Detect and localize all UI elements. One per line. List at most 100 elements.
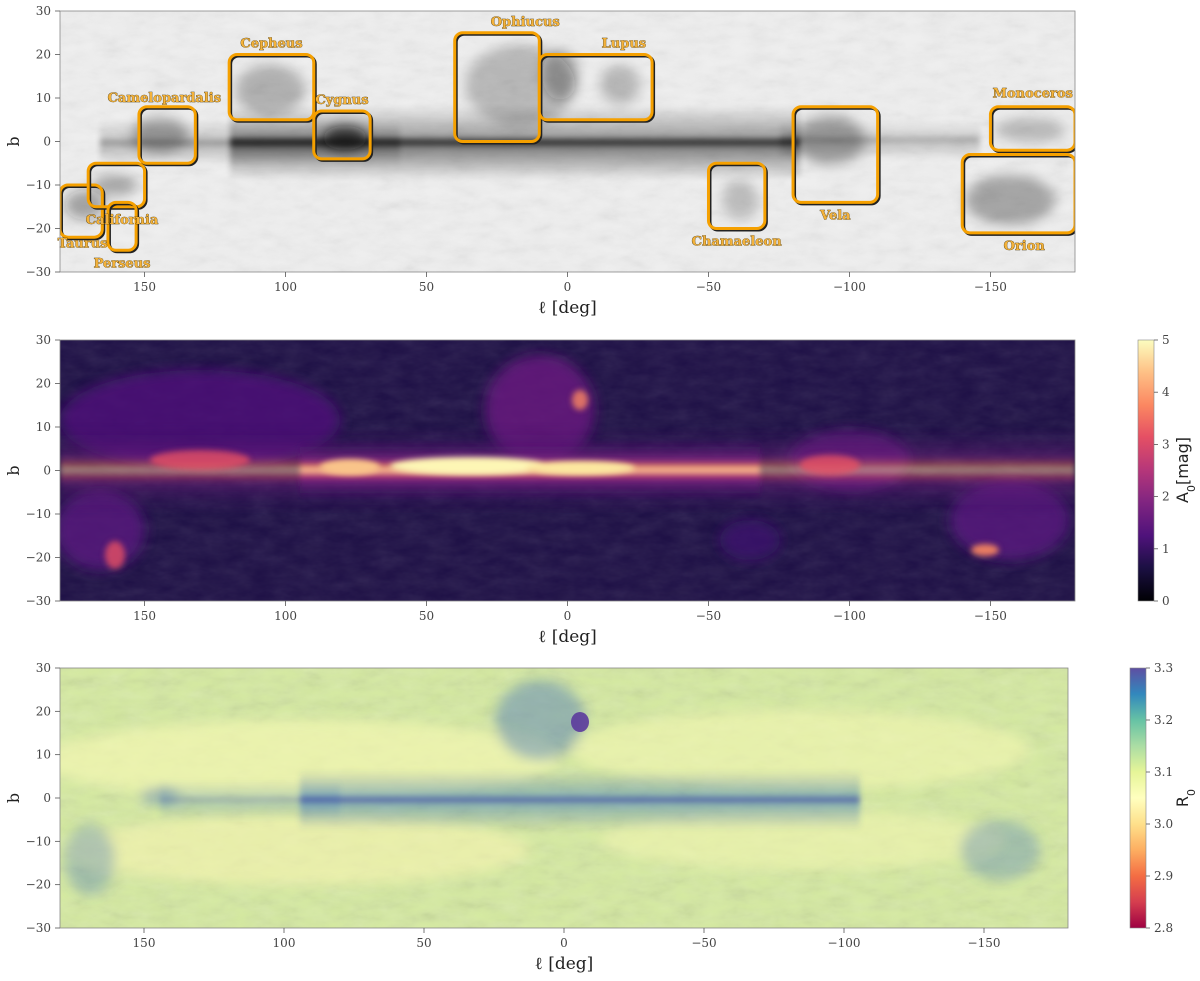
dust-map-panel: Taurus California Perseus Camelopardalis Cep… [4,4,1076,318]
region-boxes [60,31,1075,254]
x-tick-label: −100 [828,936,861,950]
y-tick-label: 30 [36,333,51,347]
region-label-taurus: Taurus [58,237,108,252]
colorbar-tick-label: 4 [1162,385,1170,399]
region-box-vela [791,105,880,204]
x-tick-label: 100 [274,280,297,294]
x-tick-label: 50 [419,280,434,294]
x-tick-label: −50 [696,280,721,294]
x-tick-label: 150 [133,280,156,294]
region-box-cepheus [227,53,316,122]
region-box-taurus [60,183,104,239]
region-labels-outside: Taurus California Perseus Camelopardalis Cep… [57,15,1073,272]
x-tick-label: 150 [133,609,156,623]
y-tick-label: −10 [26,507,51,521]
region-label-ophiucus: Ophiucus [491,15,560,30]
y-tick-label: 0 [43,135,51,149]
y-tick-label: 20 [36,704,51,718]
x-tick-label: −150 [968,936,1001,950]
y-tick-label: 10 [36,748,51,762]
x-tick-label: 50 [419,609,434,623]
x-tick-label: −150 [974,609,1007,623]
region-label-cepheus: Cepheus [240,37,302,52]
region-label-lupus: Lupus [602,37,646,52]
region-box-cygnus [312,109,372,161]
colorbar-tick-label: 2 [1162,490,1170,504]
x-tick-label: 100 [273,936,296,950]
y-tick-label: −30 [26,265,51,279]
x-axis-label: ℓ [deg] [538,627,597,647]
y-axis-label: b [4,136,23,146]
colorbar-tick-label: 3.0 [1154,817,1173,831]
colorbar-label: A0[mag] [1173,437,1198,503]
colorbar-label: R0 [1173,789,1198,807]
region-box-lupus [537,53,654,122]
y-tick-label: −10 [26,834,51,848]
colorbar-tick-label: 3 [1162,437,1170,451]
y-tick-label: 10 [36,91,51,105]
y-axis-label: b [4,465,23,475]
x-tick-label: −50 [696,609,721,623]
colorbar-tick-label: 3.2 [1154,713,1173,727]
y-axis-label: b [4,793,23,803]
region-box-chamaeleon [706,161,767,230]
x-tick-label: 150 [133,936,156,950]
region-label-monoceros: Monoceros [993,87,1073,102]
x-axis-label: ℓ [deg] [538,298,597,318]
x-tick-label: 0 [564,280,572,294]
region-label-cygnus: Cygnus [315,93,368,108]
region-box-perseus [106,200,138,252]
colorbar-tick-label: 5 [1162,333,1170,347]
y-tick-label: 30 [36,661,51,675]
y-tick-label: 30 [36,4,51,18]
y-tick-label: −20 [26,878,51,892]
a0-colorbar: 5 4 3 2 1 0 A0[mag] [1137,333,1198,608]
a0-map-image [60,340,1075,601]
region-label-camelopardalis: Camelopardalis [108,91,221,106]
region-box-california [86,161,147,209]
colorbar-tick-label: 3.1 [1154,765,1173,779]
colorbar-gradient [1137,339,1155,602]
x-tick-label: 0 [560,936,568,950]
colorbar-gradient [1129,667,1147,929]
x-tick-label: 0 [564,609,572,623]
x-tick-label: −150 [974,280,1007,294]
y-tick-label: −20 [26,551,51,565]
region-box-orion [960,153,1075,235]
region-label-chamaeleon: Chamaeleon [692,235,783,250]
region-box-monoceros [988,105,1075,152]
x-tick-label: −100 [833,609,866,623]
y-tick-label: 10 [36,420,51,434]
x-tick-label: 100 [274,609,297,623]
region-label-california: California [86,213,159,228]
colorbar-tick-label: 1 [1162,542,1170,556]
x-axis-label: ℓ [deg] [535,954,594,974]
colorbar-tick-label: 3.3 [1154,661,1173,675]
dust-map-image [60,11,1075,272]
region-label-vela: Vela [819,208,851,223]
y-tick-label: 0 [43,464,51,478]
y-tick-label: 20 [36,48,51,62]
region-label-perseus: Perseus [94,256,151,271]
r0-colorbar: 3.3 3.2 3.1 3.0 2.9 2.8 R0 [1129,661,1198,935]
y-tick-label: −30 [26,921,51,935]
region-label-orion: Orion [1004,239,1046,254]
y-tick-label: −30 [26,594,51,608]
colorbar-tick-label: 0 [1162,594,1170,608]
y-tick-label: −20 [26,222,51,236]
x-tick-label: −100 [833,280,866,294]
y-tick-label: −10 [26,178,51,192]
colorbar-tick-label: 2.9 [1154,869,1173,883]
r0-map-image [60,668,1068,928]
colorbar-tick-label: 2.8 [1154,921,1173,935]
y-tick-label: 20 [36,377,51,391]
y-tick-label: 0 [43,791,51,805]
x-tick-label: −50 [691,936,716,950]
x-tick-label: 50 [416,936,431,950]
